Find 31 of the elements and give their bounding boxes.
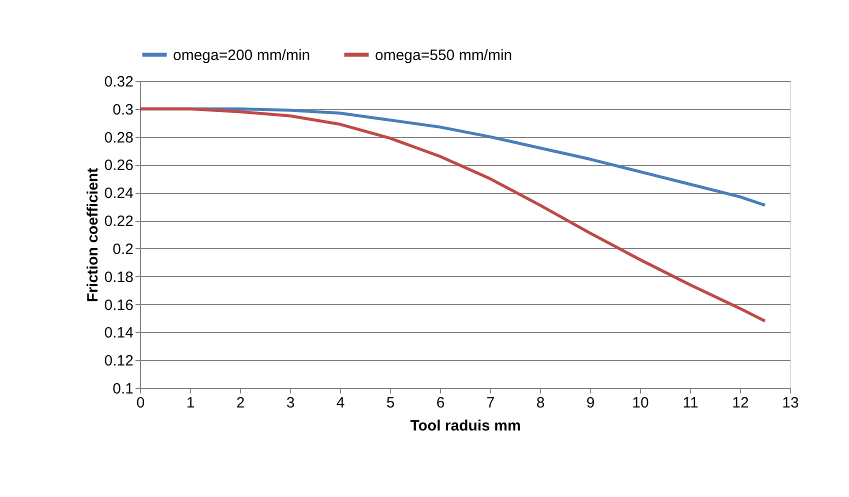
x-tick-label: 2 xyxy=(236,394,245,412)
y-tick-label: 0.32 xyxy=(104,74,134,90)
legend-label: omega=200 mm/min xyxy=(173,46,310,64)
x-tick-label: 5 xyxy=(386,394,395,412)
y-tick-label: 0.14 xyxy=(104,324,134,342)
x-tick-label: 8 xyxy=(536,394,545,412)
x-tick-label: 10 xyxy=(632,394,649,412)
x-tick-label: 13 xyxy=(782,394,799,412)
y-tick-label: 0.28 xyxy=(104,129,134,146)
y-tick-label: 0.16 xyxy=(104,296,134,314)
x-tick-label: 7 xyxy=(486,394,495,412)
x-tick-label: 3 xyxy=(286,394,295,412)
line-series xyxy=(138,107,766,323)
legend-label: omega=550 mm/min xyxy=(375,46,512,64)
x-tick-label: 4 xyxy=(336,394,345,412)
x-axis-title: Tool raduis mm xyxy=(410,418,521,434)
y-axis-title: Friction coefficient xyxy=(84,168,102,302)
x-tick-label: 1 xyxy=(186,394,195,412)
y-tick-label: 0.12 xyxy=(104,352,134,370)
y-tick-label: 0.3 xyxy=(112,101,134,118)
y-tick-label: 0.18 xyxy=(104,268,134,286)
y-tick-label: 0.24 xyxy=(104,185,134,202)
x-tick-label: 12 xyxy=(732,394,749,412)
x-tick-label: 6 xyxy=(436,394,445,412)
y-tick-label: 0.1 xyxy=(112,380,134,398)
y-tick-label: 0.26 xyxy=(104,157,134,174)
y-tick-label: 0.22 xyxy=(104,213,134,230)
x-tick-label: 11 xyxy=(682,394,698,412)
x-tick-label: 9 xyxy=(586,394,595,412)
x-tick-label: 0 xyxy=(136,394,145,412)
y-tick-label: 0.2 xyxy=(112,240,134,258)
